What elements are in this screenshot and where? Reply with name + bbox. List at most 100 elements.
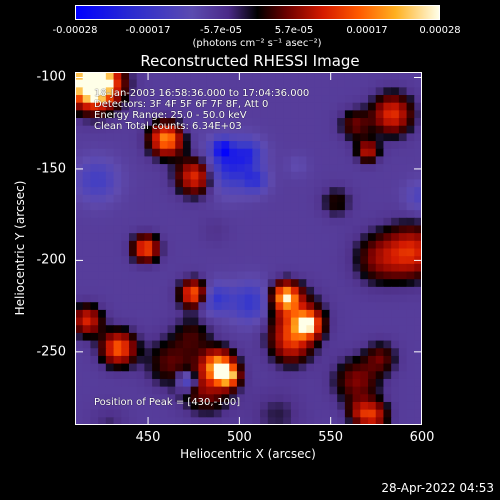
heatmap-cell [105, 348, 115, 357]
heatmap-cell [252, 348, 261, 357]
heatmap-cell [167, 110, 176, 119]
heatmap-cell [190, 118, 199, 127]
heatmap-cell [244, 187, 253, 196]
heatmap-cell [167, 248, 176, 257]
heatmap-cell [337, 148, 346, 158]
heatmap-cell [128, 332, 138, 342]
heatmap-cell [213, 248, 223, 257]
heatmap-cell [337, 271, 346, 280]
heatmap-cell [190, 401, 199, 411]
heatmap-cell [113, 233, 122, 242]
heatmap-cell [75, 110, 84, 119]
heatmap-cell [267, 271, 277, 280]
heatmap-cell [98, 263, 107, 273]
heatmap-cell [391, 394, 400, 403]
heatmap-cell [283, 233, 292, 242]
heatmap-cell [275, 302, 284, 311]
heatmap-cell [121, 401, 130, 411]
heatmap-cell [383, 110, 392, 119]
heatmap-cell [121, 72, 130, 81]
heatmap-cell [82, 271, 92, 280]
heatmap-cell [414, 271, 422, 280]
heatmap-cell [352, 325, 361, 334]
heatmap-cell [329, 294, 338, 303]
heatmap-cell [267, 133, 277, 142]
heatmap-cell [221, 332, 230, 342]
heatmap-cell [368, 110, 377, 119]
heatmap-cell [252, 210, 261, 219]
heatmap-cell [260, 378, 269, 388]
heatmap-cell [144, 79, 153, 88]
heatmap-cell [398, 217, 408, 227]
heatmap-cell [75, 233, 84, 242]
heatmap-cell [75, 317, 84, 326]
heatmap-cell [121, 79, 130, 88]
heatmap-cell [290, 164, 300, 173]
heatmap-cell [329, 148, 338, 158]
heatmap-cell [128, 363, 138, 372]
heatmap-cell [252, 325, 261, 334]
heatmap-cell [128, 340, 138, 349]
heatmap-cell [136, 202, 145, 211]
heatmap-cell [290, 217, 300, 227]
heatmap-cell [206, 179, 215, 188]
heatmap-cell [113, 256, 122, 265]
heatmap-cell [167, 263, 176, 273]
heatmap-cell [298, 409, 307, 418]
heatmap-cell [337, 294, 346, 303]
heatmap-cell [90, 286, 99, 296]
heatmap-cell [236, 248, 246, 257]
heatmap-cell [167, 325, 176, 334]
heatmap-cell [221, 263, 230, 273]
heatmap-cell [167, 210, 176, 219]
heatmap-cell [329, 202, 338, 211]
heatmap-cell [260, 156, 269, 165]
y-axis-label: Heliocentric Y (arcsec) [13, 180, 27, 316]
heatmap-cell [337, 110, 346, 119]
heatmap-cell [190, 386, 199, 395]
heatmap-cell [236, 110, 246, 119]
heatmap-cell [314, 217, 323, 227]
heatmap-cell [290, 271, 300, 280]
heatmap-cell [206, 156, 215, 165]
heatmap-cell [244, 194, 253, 204]
heatmap-cell [398, 340, 408, 349]
heatmap-cell [136, 164, 145, 173]
heatmap-cell [267, 194, 277, 204]
heatmap-cell [98, 187, 107, 196]
heatmap-cell [190, 141, 199, 150]
heatmap-cell [398, 164, 408, 173]
heatmap-cell [375, 194, 385, 204]
annotation-energy: Energy Range: 25.0 - 50.0 keV [94, 110, 247, 121]
heatmap-cell [152, 332, 161, 342]
heatmap-cell [406, 156, 415, 165]
heatmap-cell [406, 194, 415, 204]
heatmap-cell [283, 72, 292, 81]
heatmap-cell [244, 118, 253, 127]
heatmap-cell [329, 355, 338, 365]
heatmap-cell [352, 233, 361, 242]
heatmap-cell [337, 156, 346, 165]
heatmap-cell [182, 148, 192, 158]
heatmap-cell [375, 171, 385, 181]
heatmap-cell [221, 248, 230, 257]
heatmap-cell [159, 332, 169, 342]
heatmap-cell [406, 394, 415, 403]
heatmap-cell [206, 164, 215, 173]
heatmap-cell [190, 317, 199, 326]
heatmap-cell [198, 409, 207, 418]
heatmap-cell [406, 263, 415, 273]
heatmap-cell [283, 325, 292, 334]
heatmap-cell [329, 325, 338, 334]
heatmap-cell [344, 240, 354, 250]
heatmap-cell [298, 256, 307, 265]
heatmap-cell [321, 118, 331, 127]
heatmap-cell [298, 279, 307, 288]
heatmap-cell [275, 118, 284, 127]
heatmap-cell [182, 233, 192, 242]
heatmap-cell [398, 133, 408, 142]
heatmap-cell [236, 164, 246, 173]
heatmap-cell [105, 194, 115, 204]
heatmap-cell [121, 156, 130, 165]
heatmap-cell [90, 141, 99, 150]
